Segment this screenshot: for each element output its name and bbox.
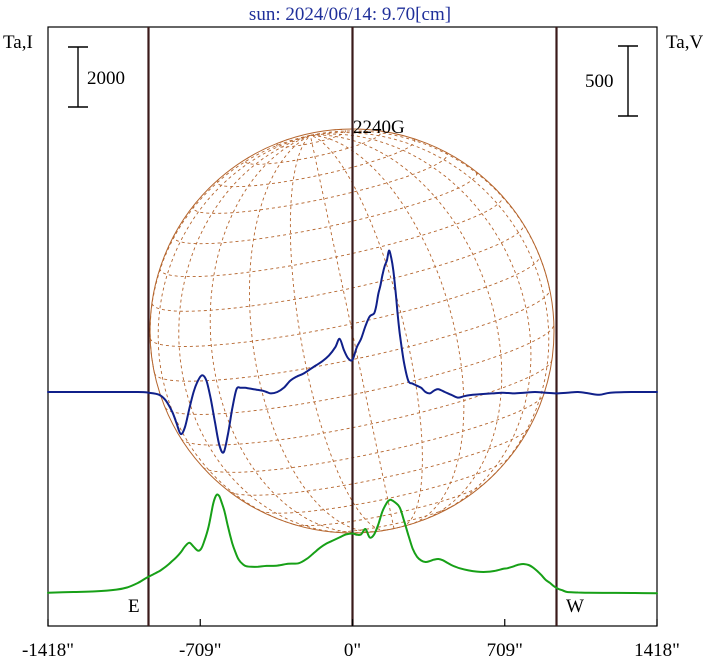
longitude-line — [309, 135, 395, 529]
solar-disk-grid — [149, 128, 555, 534]
left-scale-bar: 2000 — [68, 46, 125, 108]
series-line-stokes-v — [47, 249, 658, 454]
latitude-line — [180, 359, 553, 446]
right-scale-bar: 500 — [585, 45, 638, 117]
east-label: E — [128, 596, 140, 617]
series-group — [47, 249, 658, 595]
longitude-line — [149, 134, 311, 374]
x-tick-label: 709" — [487, 640, 523, 661]
left-axis-label: Ta,I — [3, 32, 33, 53]
longitude-line — [289, 134, 387, 531]
series-line-stokes-i — [47, 493, 658, 595]
longitude-line — [249, 134, 374, 533]
x-tick-label: 0" — [344, 640, 361, 661]
latitude-line — [159, 195, 503, 278]
longitude-line — [310, 134, 503, 521]
latitude-line — [173, 170, 478, 245]
x-tick-label: -1418" — [22, 640, 74, 661]
latitude-line — [192, 151, 448, 214]
right-scale-bar-label: 500 — [585, 71, 614, 92]
longitude-line — [157, 134, 311, 525]
x-tick-label: 1418" — [634, 640, 680, 661]
longitude-line — [209, 134, 365, 534]
x-axis-ticks: -1418" -709" 0" 709" 1418" — [22, 619, 680, 661]
longitude-line — [310, 134, 465, 524]
latitude-line — [216, 137, 416, 188]
latitude-line — [164, 324, 555, 415]
left-scale-bar-label: 2000 — [87, 68, 125, 89]
latitude-line — [153, 289, 551, 382]
west-label: W — [566, 596, 584, 617]
x-tick-label: -709" — [179, 640, 222, 661]
chart-title: sun: 2024/06/14: 9.70[cm] — [249, 4, 451, 25]
latitude-line — [202, 394, 544, 473]
latitude-line — [276, 129, 346, 148]
latitude-line — [149, 255, 540, 347]
peak-label: 2240G — [353, 117, 405, 138]
latitude-line — [151, 224, 524, 312]
longitude-line — [178, 134, 340, 534]
longitude-line — [310, 132, 550, 485]
longitude-line — [310, 133, 532, 511]
longitude-line — [310, 130, 551, 290]
limb-markers — [147, 27, 558, 626]
right-axis-label: Ta,V — [666, 32, 703, 53]
longitude-line — [310, 134, 423, 528]
latitude-line — [330, 505, 454, 533]
